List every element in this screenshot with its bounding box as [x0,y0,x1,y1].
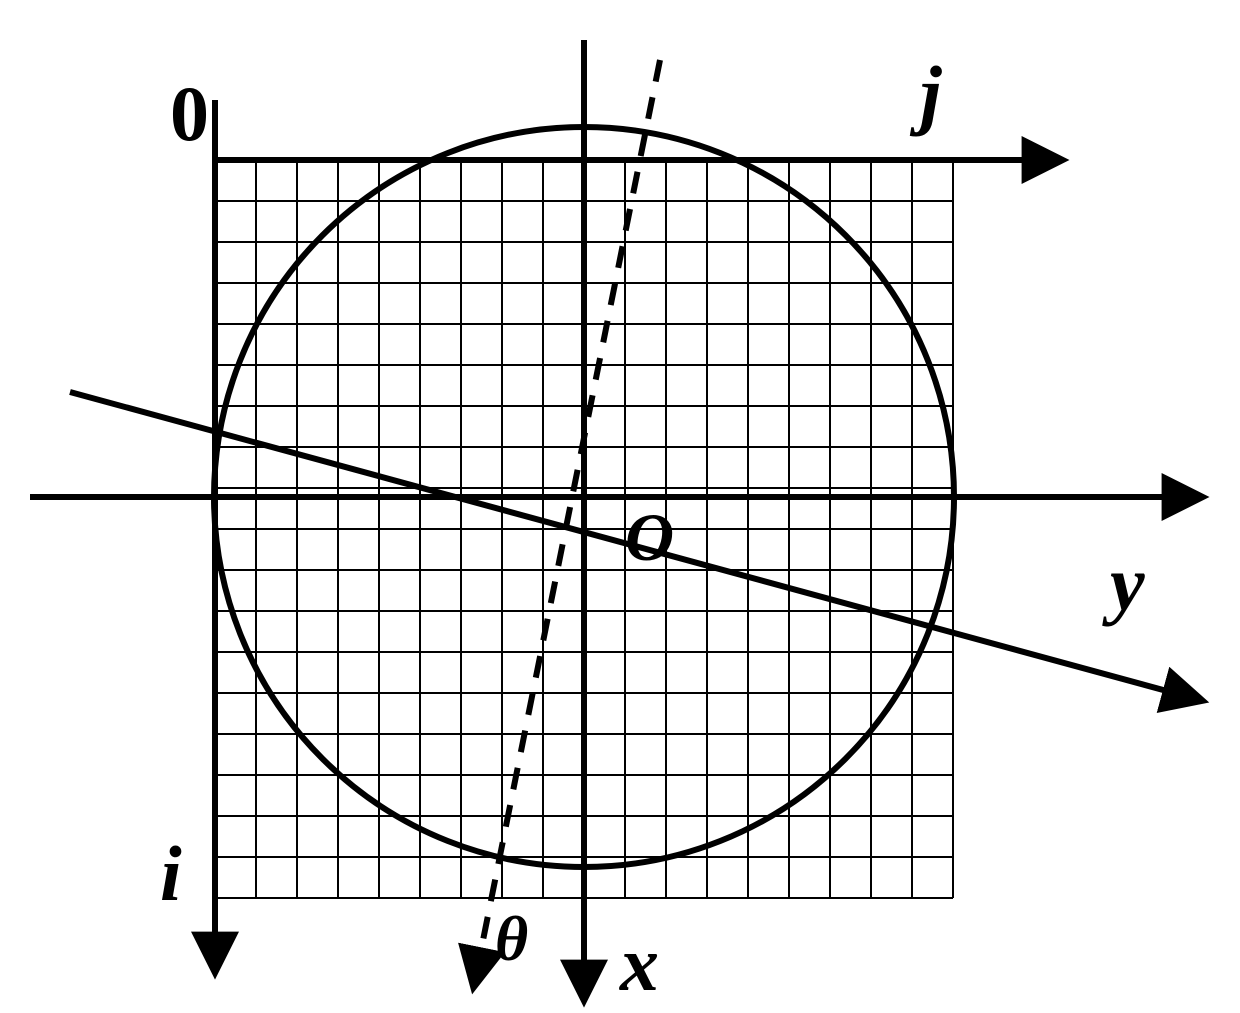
label-j: j [909,50,942,137]
coordinate-diagram: 0 j i Oy x θ [0,0,1240,1013]
label-x: x [619,920,659,1007]
label-theta: θ [495,903,528,974]
label-O: O [625,499,674,575]
label-y: y [1102,540,1145,627]
label-i: i [160,830,182,917]
label-zero: 0 [170,70,209,157]
